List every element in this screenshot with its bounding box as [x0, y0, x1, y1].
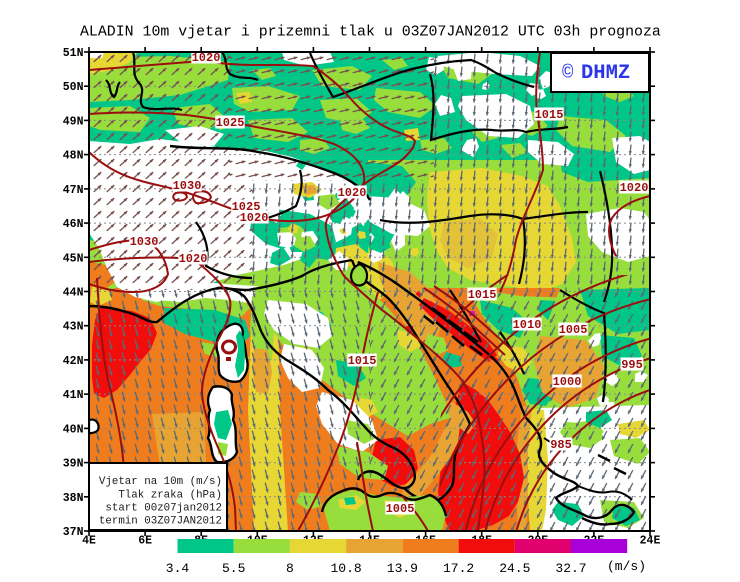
svg-text:4E: 4E	[82, 535, 96, 548]
svg-text:1020: 1020	[192, 51, 221, 65]
svg-text:1015: 1015	[348, 354, 377, 368]
svg-text:995: 995	[621, 358, 643, 372]
svg-text:1030: 1030	[173, 179, 202, 193]
svg-text:51N: 51N	[63, 47, 84, 60]
svg-text:44N: 44N	[63, 287, 84, 300]
svg-text:37N: 37N	[63, 526, 84, 539]
svg-text:24.5: 24.5	[499, 561, 530, 576]
svg-text:47N: 47N	[63, 184, 84, 197]
svg-text:5.5: 5.5	[222, 561, 245, 576]
svg-text:8: 8	[286, 561, 294, 576]
svg-text:1020: 1020	[179, 252, 208, 266]
svg-text:10.8: 10.8	[330, 561, 361, 576]
svg-text:Tlak zraka (hPa): Tlak zraka (hPa)	[118, 490, 222, 502]
svg-text:985: 985	[550, 438, 572, 452]
svg-text:DHMZ: DHMZ	[581, 62, 630, 85]
svg-text:1030: 1030	[130, 235, 159, 249]
svg-text:start 00z07jan2012: start 00z07jan2012	[105, 503, 222, 515]
svg-text:49N: 49N	[63, 115, 84, 128]
svg-text:1020: 1020	[338, 186, 367, 200]
svg-text:32.7: 32.7	[555, 561, 586, 576]
svg-text:1020: 1020	[620, 181, 649, 195]
svg-text:24E: 24E	[640, 535, 661, 548]
svg-text:17.2: 17.2	[443, 561, 474, 576]
svg-text:(m/s): (m/s)	[607, 559, 646, 574]
svg-text:41N: 41N	[63, 389, 84, 402]
svg-text:42N: 42N	[63, 355, 84, 368]
svg-text:1025: 1025	[216, 116, 245, 130]
svg-text:46N: 46N	[63, 218, 84, 231]
svg-text:40N: 40N	[63, 423, 84, 436]
svg-text:Vjetar na 10m (m/s): Vjetar na 10m (m/s)	[99, 476, 222, 488]
svg-text:39N: 39N	[63, 458, 84, 471]
svg-text:1005: 1005	[559, 323, 588, 337]
svg-text:48N: 48N	[63, 150, 84, 163]
svg-text:1020: 1020	[240, 211, 269, 225]
svg-text:1000: 1000	[553, 375, 582, 389]
svg-text:13.9: 13.9	[387, 561, 418, 576]
svg-text:1010: 1010	[513, 318, 542, 332]
svg-text:1015: 1015	[468, 288, 497, 302]
svg-text:6E: 6E	[138, 535, 152, 548]
svg-text:43N: 43N	[63, 321, 84, 334]
svg-text:©: ©	[562, 62, 574, 84]
svg-text:50N: 50N	[63, 81, 84, 94]
svg-text:1005: 1005	[386, 502, 415, 516]
svg-text:3.4: 3.4	[166, 561, 190, 576]
svg-text:termin 03Z07JAN2012: termin 03Z07JAN2012	[99, 516, 222, 528]
svg-text:ALADIN 10m vjetar i prizemni t: ALADIN 10m vjetar i prizemni tlak u 03Z0…	[80, 25, 661, 41]
svg-text:45N: 45N	[63, 252, 84, 265]
svg-text:38N: 38N	[63, 492, 84, 505]
svg-text:1015: 1015	[535, 108, 564, 122]
